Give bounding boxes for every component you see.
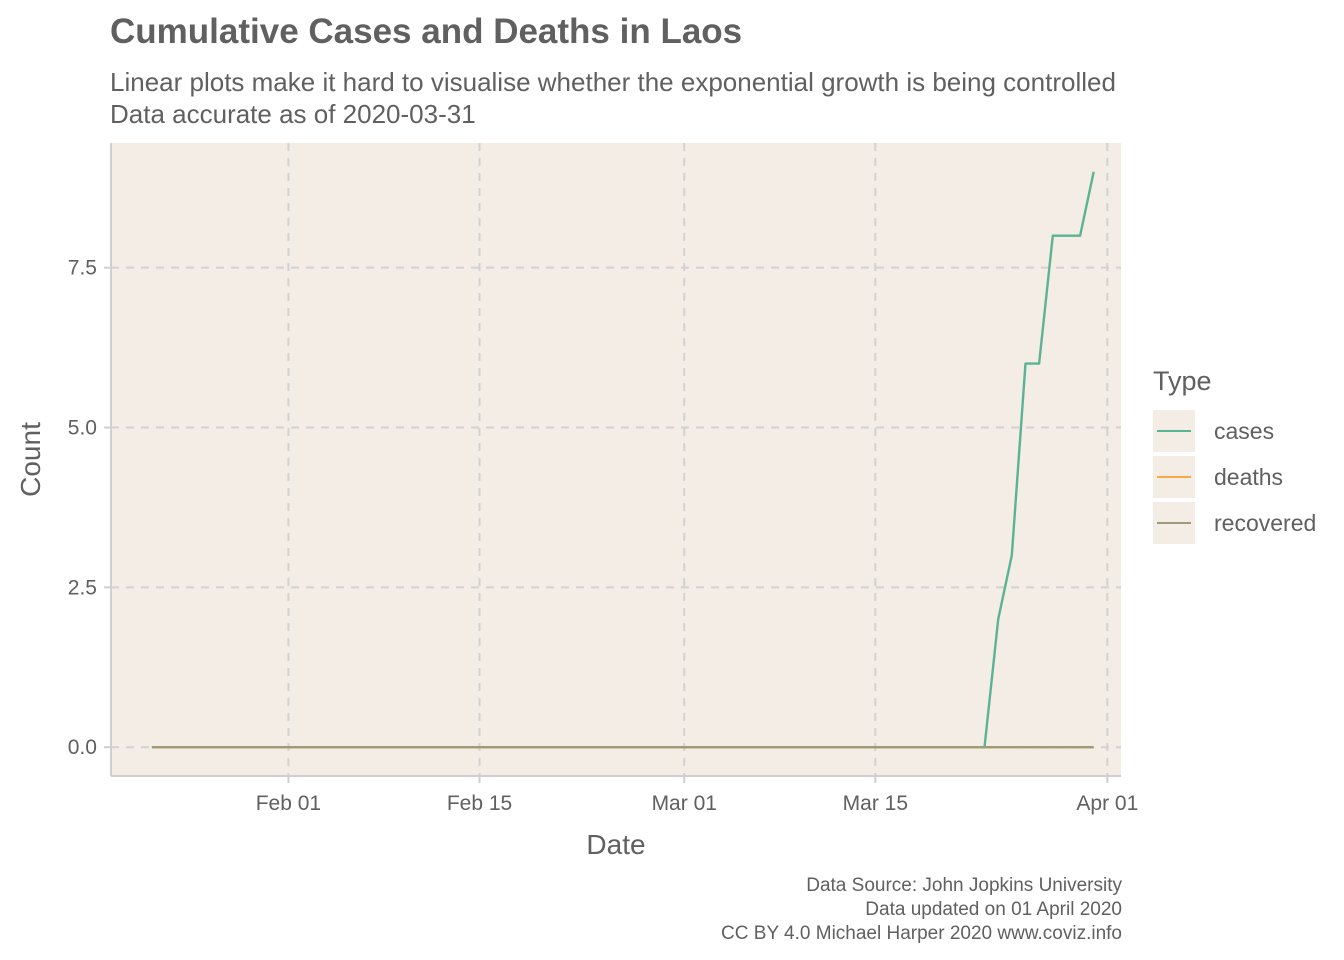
gridlines bbox=[111, 143, 1121, 776]
caption-line-2: Data updated on 01 April 2020 bbox=[865, 899, 1122, 920]
axes bbox=[104, 143, 1121, 783]
y-tick-label: 2.5 bbox=[68, 576, 97, 599]
legend-item-deaths: deaths bbox=[1153, 454, 1316, 500]
chart-caption: Data Source: John Jopkins University Dat… bbox=[721, 874, 1122, 946]
legend-title: Type bbox=[1153, 366, 1212, 396]
plot-panel bbox=[111, 143, 1121, 776]
legend-swatch-deaths bbox=[1157, 476, 1191, 478]
legend-key bbox=[1153, 410, 1195, 452]
legend-item-recovered: recovered bbox=[1153, 500, 1316, 546]
subtitle-line-1: Linear plots make it hard to visualise w… bbox=[110, 67, 1116, 97]
y-tick-label: 7.5 bbox=[68, 257, 97, 280]
x-tick-label: Feb 15 bbox=[447, 792, 512, 815]
series-lines bbox=[151, 171, 1095, 749]
x-tick-label: Apr 01 bbox=[1076, 792, 1138, 815]
legend-label: cases bbox=[1214, 417, 1275, 444]
chart-subtitle: Linear plots make it hard to visualise w… bbox=[110, 66, 1116, 130]
subtitle-line-2: Data accurate as of 2020-03-31 bbox=[110, 99, 476, 129]
x-tick-label: Feb 01 bbox=[256, 792, 321, 815]
chart-title: Cumulative Cases and Deaths in Laos bbox=[110, 12, 743, 51]
series-line-cases bbox=[151, 171, 1095, 749]
x-tick-label: Mar 15 bbox=[843, 792, 908, 815]
x-tick-label: Mar 01 bbox=[652, 792, 717, 815]
y-axis-label: Count bbox=[15, 422, 46, 497]
legend-swatch-cases bbox=[1157, 430, 1191, 432]
y-tick-label: 5.0 bbox=[68, 417, 97, 440]
legend-swatch-recovered bbox=[1157, 522, 1191, 524]
legend-item-cases: cases bbox=[1153, 408, 1316, 454]
y-tick-label: 0.0 bbox=[68, 736, 97, 759]
x-axis-label: Date bbox=[586, 829, 645, 860]
caption-line-3: CC BY 4.0 Michael Harper 2020 www.coviz.… bbox=[721, 923, 1122, 944]
legend-key bbox=[1153, 456, 1195, 498]
legend-label: deaths bbox=[1214, 463, 1284, 490]
legend: Type cases deaths recovered bbox=[1153, 366, 1316, 546]
legend-label: recovered bbox=[1214, 509, 1317, 536]
caption-line-1: Data Source: John Jopkins University bbox=[806, 875, 1122, 896]
tick-labels: Feb 01 Feb 15 Mar 01 Mar 15 Apr 01 0.0 2.5 5.0 7… bbox=[68, 257, 1138, 815]
legend-key bbox=[1153, 502, 1195, 544]
